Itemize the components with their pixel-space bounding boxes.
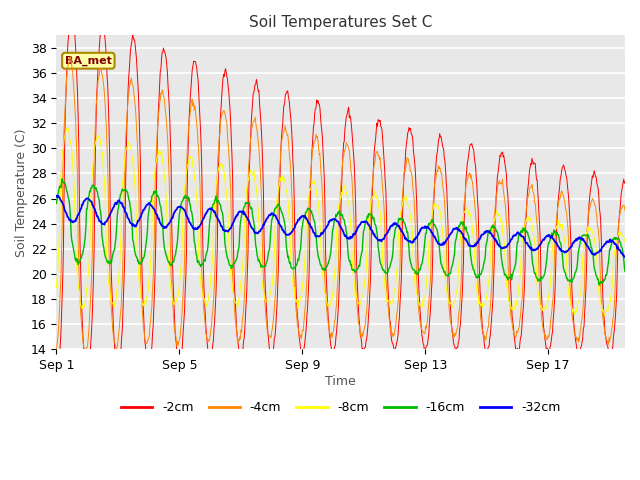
X-axis label: Time: Time bbox=[325, 375, 356, 388]
Y-axis label: Soil Temperature (C): Soil Temperature (C) bbox=[15, 128, 28, 257]
Text: BA_met: BA_met bbox=[65, 56, 112, 66]
Legend: -2cm, -4cm, -8cm, -16cm, -32cm: -2cm, -4cm, -8cm, -16cm, -32cm bbox=[116, 396, 566, 420]
Title: Soil Temperatures Set C: Soil Temperatures Set C bbox=[249, 15, 433, 30]
